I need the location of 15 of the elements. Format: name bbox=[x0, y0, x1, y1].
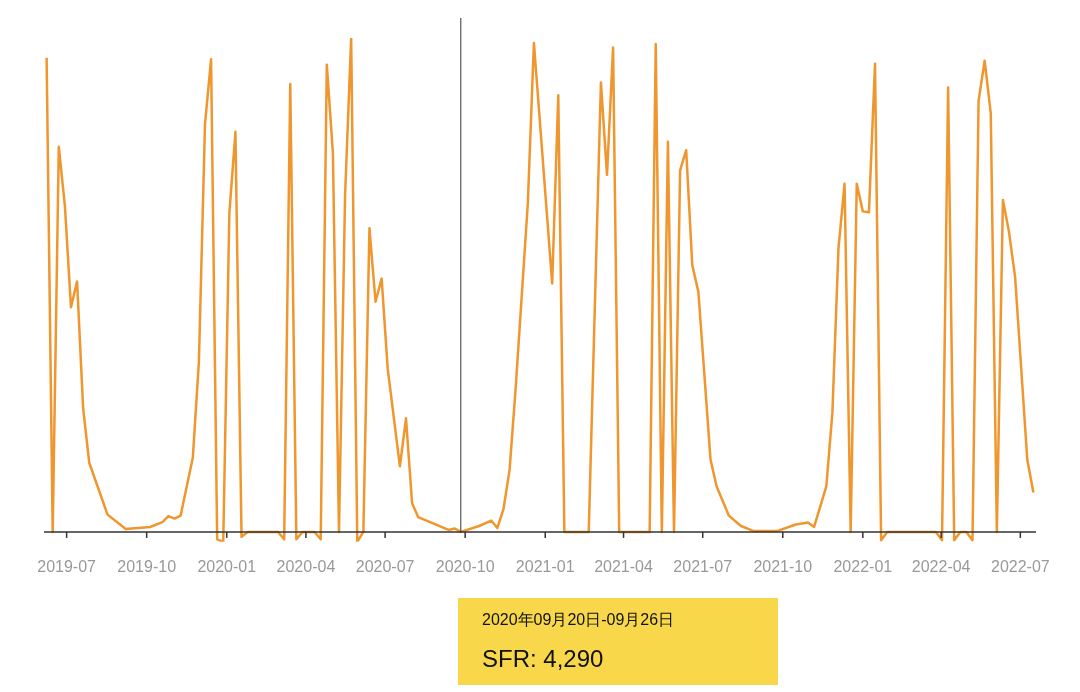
x-tick-label: 2019-10 bbox=[117, 557, 177, 575]
x-tick-label: 2022-01 bbox=[833, 557, 893, 575]
x-tick-label: 2021-10 bbox=[753, 557, 813, 575]
x-tick-label: 2019-07 bbox=[37, 557, 97, 575]
x-tick-label: 2022-04 bbox=[911, 557, 971, 575]
x-tick-label: 2021-04 bbox=[594, 557, 653, 575]
x-tick-label: 2020-07 bbox=[355, 557, 415, 575]
x-tick-label: 2020-01 bbox=[197, 557, 257, 575]
x-tick-label: 2020-10 bbox=[435, 557, 495, 575]
text: 2020年09月20日-09月26日 bbox=[482, 610, 676, 630]
text: SFR: 4,290 bbox=[482, 645, 605, 673]
x-tick-label: 2021-07 bbox=[673, 557, 733, 575]
x-tick-label: 2020-04 bbox=[276, 557, 336, 575]
x-tick-label: 2022-07 bbox=[990, 557, 1050, 575]
x-tick-label: 2021-01 bbox=[515, 557, 575, 575]
